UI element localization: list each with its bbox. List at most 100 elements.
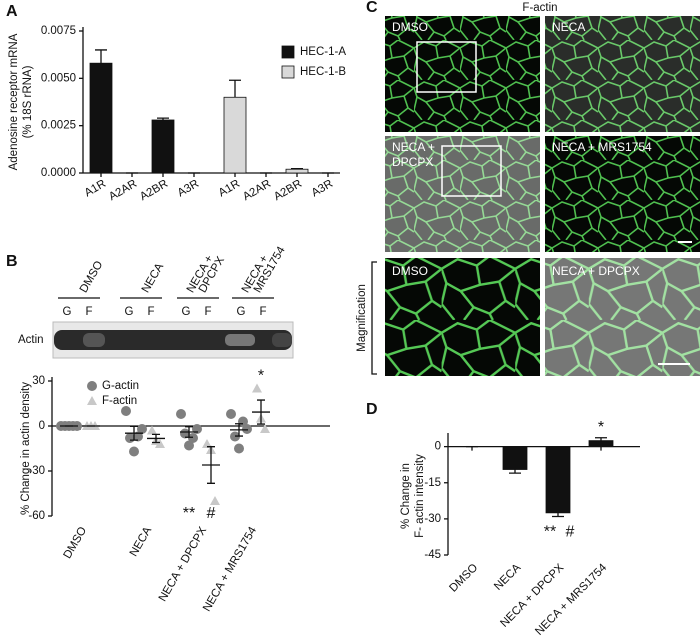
- bar: [588, 440, 614, 448]
- panel-label: C: [366, 0, 378, 16]
- micrograph: [385, 16, 540, 132]
- western-blot: [52, 321, 294, 359]
- micrograph: [545, 136, 700, 252]
- blot-row-label: Actin: [18, 334, 44, 346]
- x-tick-label: NECA + MRS1754: [533, 561, 609, 636]
- error-bar: [552, 512, 564, 518]
- y-tick-label: 0.0025: [41, 120, 76, 132]
- g-actin-point: [133, 431, 143, 442]
- error-bar: [95, 49, 107, 64]
- error-bar: [185, 426, 193, 438]
- g-actin-point: [234, 443, 244, 454]
- g-actin-point: [129, 446, 139, 457]
- y-axis-label: F- actin intensity: [414, 454, 426, 538]
- x-tick-label: NECA + DPCPX: [157, 525, 210, 604]
- g-actin-point: [188, 433, 198, 443]
- x-tick-label: NECA + MRS1754: [201, 524, 259, 613]
- sublane-label: G: [63, 306, 72, 318]
- y-tick-label: 0.0075: [41, 25, 76, 37]
- y-axis-label: % Change in actin density: [20, 382, 32, 515]
- error-bar: [130, 425, 138, 441]
- micrograph: [385, 258, 540, 376]
- x-tick-label: A2AR: [107, 178, 139, 203]
- error-bar: [509, 469, 521, 474]
- x-tick-label: A1R: [83, 178, 108, 200]
- x-tick-label: A2BR: [272, 178, 304, 203]
- bar: [545, 446, 571, 514]
- legend-swatch: [281, 65, 295, 79]
- sublane-label: F: [259, 306, 266, 318]
- g-actin-point: [226, 409, 236, 419]
- sublane-label: G: [125, 306, 134, 318]
- f-actin-point: [210, 496, 220, 505]
- x-tick-label: DMSO: [447, 562, 480, 595]
- panel-label: A: [6, 3, 18, 20]
- g-actin-point: [121, 406, 131, 416]
- micrograph: [385, 136, 540, 252]
- f-actin-point: [202, 439, 212, 448]
- g-actin-point: [180, 428, 190, 439]
- legend-label: HEC-1-B: [300, 66, 346, 78]
- x-tick-label: A3R: [310, 178, 335, 200]
- error-bar: [229, 79, 241, 98]
- x-tick-label: A1R: [217, 178, 242, 200]
- micrograph-label: DMSO: [392, 264, 428, 278]
- inset-box: [416, 41, 477, 93]
- y-axis-label: % Change in: [400, 463, 412, 529]
- error-bar: [157, 117, 169, 120]
- annotation: #: [207, 505, 216, 522]
- legend-marker: [87, 381, 97, 391]
- y-tick-label: -15: [424, 477, 441, 489]
- bar: [285, 168, 309, 174]
- panel-label: B: [6, 253, 18, 270]
- sublane-label: F: [147, 306, 154, 318]
- lane-label: NECA: [140, 261, 167, 295]
- bar: [223, 96, 247, 174]
- error-bar: [152, 433, 160, 444]
- y-tick-label: -45: [424, 549, 441, 561]
- legend-label: G-actin: [102, 380, 139, 392]
- micrograph-label: NECA +: [392, 140, 435, 154]
- micrograph-label: NECA + MRS1754: [552, 140, 652, 154]
- f-actin-point: [147, 425, 157, 435]
- legend-label: F-actin: [102, 395, 137, 407]
- f-actin-point: [260, 424, 270, 433]
- inset-box: [441, 145, 502, 197]
- error-bar: [207, 446, 215, 484]
- g-actin-point: [184, 440, 194, 451]
- sublane-label: F: [85, 306, 92, 318]
- x-tick-label: NECA: [492, 562, 523, 593]
- micrograph: [545, 258, 700, 376]
- x-tick-label: DMSO: [62, 525, 90, 561]
- g-actin-point: [176, 409, 186, 419]
- y-tick-label: -30: [424, 513, 441, 525]
- error-bar: [595, 437, 607, 441]
- sublane-label: F: [204, 306, 211, 318]
- y-tick-label: 0.0000: [41, 167, 76, 179]
- g-actin-point: [242, 424, 252, 434]
- y-tick-label: -60: [28, 510, 45, 522]
- annotation: #: [566, 524, 575, 541]
- error-bar: [235, 423, 243, 437]
- error-bar: [291, 167, 303, 170]
- g-actin-point: [137, 424, 147, 434]
- x-tick-label: A2BR: [138, 178, 170, 203]
- side-label: Magnification: [356, 284, 368, 352]
- y-tick-label: 0: [39, 420, 45, 432]
- micrograph-title: F-actin: [522, 2, 557, 14]
- legend-swatch: [281, 45, 295, 59]
- y-axis-label: (% 18S rRNA): [22, 65, 34, 138]
- annotation: *: [598, 419, 604, 436]
- f-actin-point: [252, 383, 262, 393]
- annotation: **: [183, 505, 195, 522]
- micrograph: [545, 16, 700, 132]
- bar: [502, 446, 528, 470]
- bar: [151, 119, 175, 174]
- legend-marker: [87, 396, 97, 405]
- annotation: *: [258, 368, 264, 385]
- x-tick-label: NECA: [128, 525, 155, 559]
- annotation: **: [544, 524, 556, 541]
- y-axis-label: Adenosine receptor mRNA: [8, 33, 20, 170]
- sublane-label: G: [182, 306, 191, 318]
